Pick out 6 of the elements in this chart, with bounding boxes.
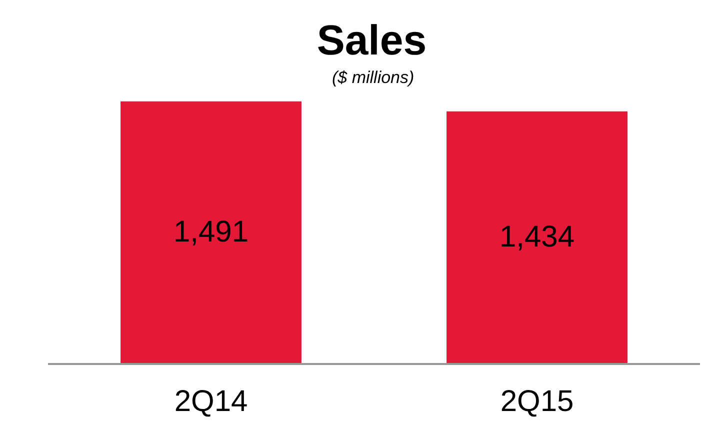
x-tick-label: 2Q14 [174, 385, 248, 418]
x-tick-label: 2Q15 [500, 385, 574, 418]
chart-subtitle: ($ millions) [332, 68, 414, 87]
data-label: 1,491 [173, 216, 249, 249]
data-label: 1,434 [499, 220, 575, 254]
chart-title: Sales [316, 16, 427, 64]
